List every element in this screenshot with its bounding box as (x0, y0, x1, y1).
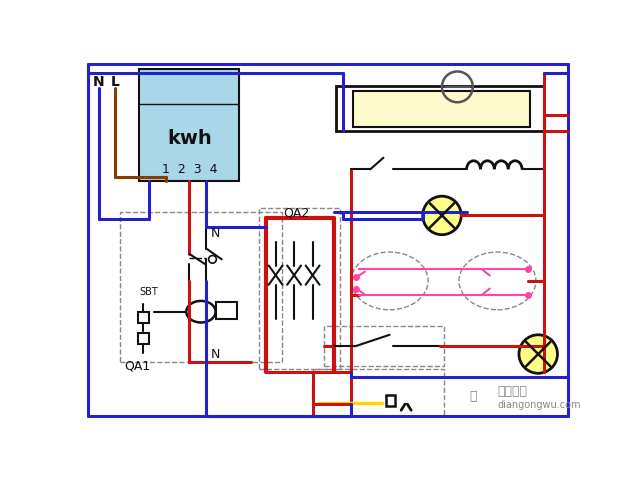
Bar (120, 212, 282, 362)
Text: N: N (211, 348, 220, 360)
Text: ＼: ＼ (469, 390, 477, 403)
Bar (312, 370, 444, 416)
Text: 1  2  3  4: 1 2 3 4 (162, 163, 217, 176)
Text: QA2: QA2 (284, 207, 310, 220)
Circle shape (422, 196, 461, 235)
Bar (138, 333, 148, 344)
Text: QA1: QA1 (124, 359, 150, 372)
Bar (386, 395, 395, 406)
Text: kwh: kwh (167, 129, 212, 148)
Text: L: L (111, 75, 120, 89)
Bar (336, 86, 543, 131)
Bar (353, 92, 530, 127)
Bar (259, 208, 340, 370)
Text: N: N (211, 227, 220, 240)
Text: N: N (93, 75, 104, 89)
Bar (324, 325, 444, 366)
Circle shape (519, 335, 557, 373)
Text: SBT: SBT (140, 288, 158, 298)
Text: diangongwu.com: diangongwu.com (497, 400, 581, 410)
Bar (140, 69, 239, 181)
Bar (138, 312, 148, 323)
Bar (216, 302, 237, 319)
Text: 电工之家: 电工之家 (497, 385, 527, 398)
